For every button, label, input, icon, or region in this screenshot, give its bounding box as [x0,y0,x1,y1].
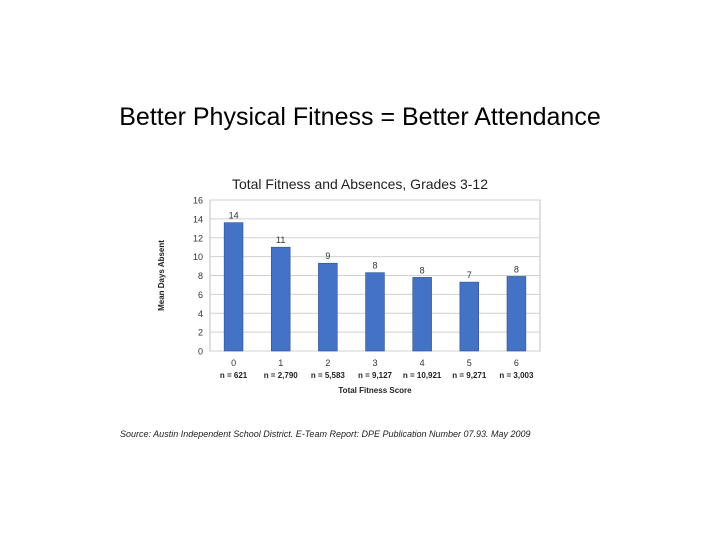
x-tick-label: 0 [231,358,236,368]
bar [318,262,338,352]
y-tick-label: 6 [198,290,203,300]
x-tick-label: 4 [420,358,425,368]
data-label: 11 [276,235,285,245]
y-tick-label: 2 [198,328,203,338]
bar [412,277,432,352]
y-tick-label: 0 [198,347,203,357]
chart-title: Total Fitness and Absences, Grades 3-12 [231,176,489,192]
data-label: 9 [325,251,330,261]
y-tick-label: 4 [198,309,203,319]
bar [459,281,480,352]
y-tick-label: 10 [193,252,203,262]
x-tick-label: 5 [467,358,472,368]
data-label: 8 [420,265,425,275]
sample-size-label: n = 9,127 [358,371,393,380]
y-tick-label: 12 [193,233,203,243]
y-tick-label: 14 [193,214,203,224]
sample-size-label: n = 5,583 [311,371,346,380]
x-tick-label: 3 [372,358,377,368]
x-tick-label: 1 [278,358,283,368]
y-tick-label: 16 [193,196,203,206]
sample-size-label: n = 621 [220,371,248,380]
bar [223,222,244,352]
bar [365,272,385,352]
x-axis-label: Total Fitness Score [338,386,412,395]
data-label: 7 [467,270,472,280]
sample-size-label: n = 10,921 [403,371,442,380]
data-label: 8 [372,261,377,271]
sample-size-label: n = 9,271 [452,371,487,380]
y-tick-label: 8 [198,271,203,281]
bar [270,246,291,352]
bar [506,276,527,352]
data-label: 8 [514,264,519,274]
sample-size-label: n = 2,790 [264,371,299,380]
data-label: 14 [229,211,239,221]
slide-title: Better Physical Fitness = Better Attenda… [119,103,601,131]
y-axis-label: Mean Days Absent [157,240,166,311]
x-tick-label: 2 [325,358,330,368]
x-tick-label: 6 [514,358,519,368]
source-citation: Source: Austin Independent School Distri… [120,429,531,439]
sample-size-label: n = 3,003 [499,371,534,380]
